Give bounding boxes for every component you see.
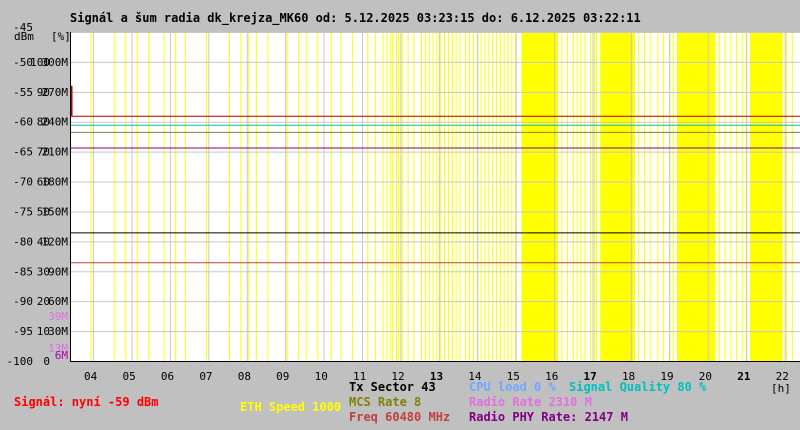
y-tick-pct: 50 xyxy=(37,205,50,218)
y-tick-rate: 240M xyxy=(42,116,69,129)
x-tick-21: 21 xyxy=(737,370,751,383)
x-tick-17: 17 xyxy=(584,370,597,383)
legend-radio-phy-rate: Radio PHY Rate: 2147 M xyxy=(469,410,628,424)
y-unit-dbm: dBm xyxy=(14,30,34,43)
y-tick-rate: 180M xyxy=(42,176,69,189)
x-tick-13: 13 xyxy=(430,370,443,383)
x-tick-16: 16 xyxy=(545,370,558,383)
y-tick-dbm: -65 xyxy=(13,146,33,159)
x-tick-06: 06 xyxy=(161,370,174,383)
y-tick-pct: 80 xyxy=(37,116,50,129)
legend-signal-now: Signál: nyní -59 dBm xyxy=(14,395,159,409)
y-tick-rate: 60M xyxy=(48,295,68,308)
y-tick-dbm: -95 xyxy=(13,325,33,338)
yellow-band-3 xyxy=(750,32,783,361)
legend-eth-speed: ETH Speed 1000 xyxy=(240,400,341,414)
x-tick-07: 07 xyxy=(199,370,212,383)
y-tick-dbm: -45 xyxy=(13,21,33,34)
y-unit-pct: [%] xyxy=(51,30,71,43)
y-tick-pct: 40 xyxy=(37,235,50,248)
y-tick-dbm: -85 xyxy=(13,265,33,278)
y-tick-rate: 300M xyxy=(42,56,69,69)
x-tick-19: 19 xyxy=(660,370,673,383)
x-tick-04: 04 xyxy=(84,370,98,383)
y-tick-pct: 30 xyxy=(37,265,50,278)
y-tick-dbm: -100 xyxy=(7,355,34,368)
yellow-band-1 xyxy=(600,32,635,361)
y-tick-rate-extra: 6M xyxy=(55,349,69,362)
y-tick-dbm: -70 xyxy=(13,176,33,189)
x-tick-14: 14 xyxy=(468,370,482,383)
chart-title: Signál a šum radia dk_krejza_MK60 od: 5.… xyxy=(70,11,641,26)
y-tick-pct: 20 xyxy=(37,295,50,308)
x-tick-22: 22 xyxy=(776,370,789,383)
y-tick-dbm: -55 xyxy=(13,86,33,99)
x-tick-11: 11 xyxy=(353,370,366,383)
y-tick-rate-extra: 13M xyxy=(48,342,68,355)
y-tick-pct: 10 xyxy=(37,325,50,338)
y-tick-rate: 30M xyxy=(48,325,68,338)
legend-cpu-load: CPU load 0 % xyxy=(469,380,556,394)
legend-signal-quality: Signal Quality 80 % xyxy=(569,380,707,394)
x-tick-12: 12 xyxy=(391,370,404,383)
y-tick-pct: 100 xyxy=(30,56,50,69)
yellow-band-0 xyxy=(521,32,558,361)
y-tick-pct: 90 xyxy=(37,86,50,99)
x-tick-15: 15 xyxy=(507,370,520,383)
x-tick-09: 09 xyxy=(276,370,289,383)
y-tick-dbm: -60 xyxy=(13,116,33,129)
legend-radio-rate: Radio Rate 2310 M xyxy=(469,395,592,409)
y-tick-pct: 60 xyxy=(37,176,50,189)
legend-tx-sector: Tx Sector 43 xyxy=(349,380,436,394)
y-tick-dbm: -90 xyxy=(13,295,33,308)
y-tick-rate: 120M xyxy=(42,235,69,248)
x-unit-label: [h] xyxy=(771,382,791,395)
y-tick-rate: 90M xyxy=(48,265,68,278)
y-tick-dbm: -75 xyxy=(13,205,33,218)
y-tick-pct: 0 xyxy=(43,355,50,368)
x-tick-18: 18 xyxy=(622,370,635,383)
yellow-band-2 xyxy=(677,32,716,361)
x-tick-10: 10 xyxy=(315,370,328,383)
y-tick-rate: 210M xyxy=(42,146,69,159)
legend-mcs-rate: MCS Rate 8 xyxy=(349,395,421,409)
x-tick-20: 20 xyxy=(699,370,712,383)
y-tick-dbm: -50 xyxy=(13,56,33,69)
y-tick-pct: 70 xyxy=(37,146,50,159)
y-tick-dbm: -80 xyxy=(13,235,33,248)
legend-freq: Freq 60480 MHz xyxy=(349,410,450,424)
x-tick-08: 08 xyxy=(238,370,251,383)
x-tick-05: 05 xyxy=(122,370,135,383)
y-tick-rate: 150M xyxy=(42,205,69,218)
y-tick-rate-extra: 39M xyxy=(48,310,68,323)
y-tick-rate: 270M xyxy=(42,86,69,99)
